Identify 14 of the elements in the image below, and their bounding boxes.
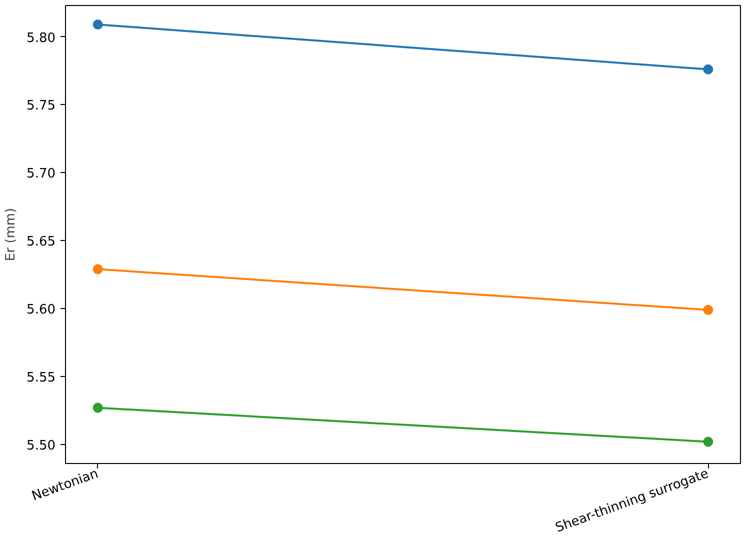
y-tick-label: 5.80: [26, 30, 56, 46]
y-tick-label: 5.70: [26, 166, 56, 182]
y-tick-label: 5.75: [26, 98, 56, 114]
y-axis-title: Er (mm): [4, 208, 19, 262]
y-tick-label: 5.50: [26, 438, 56, 454]
point: [92, 264, 103, 274]
y-tick-label: 5.60: [26, 302, 56, 318]
point: [92, 20, 103, 30]
point: [92, 402, 103, 413]
point: [703, 436, 714, 447]
y-tick-label: 5.55: [26, 370, 56, 386]
point: [703, 304, 714, 315]
point: [703, 64, 714, 74]
y-tick-label: 5.65: [26, 234, 56, 250]
